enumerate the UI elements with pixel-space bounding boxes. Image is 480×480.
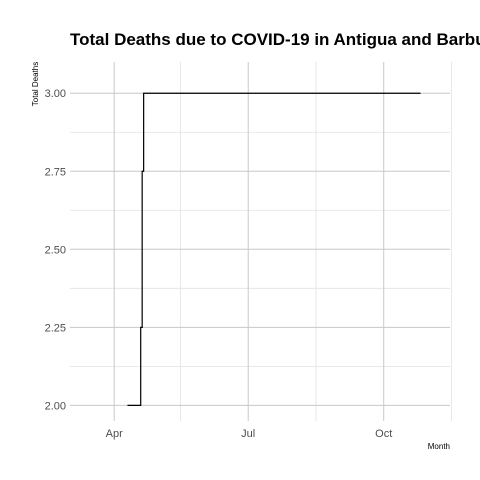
y-tick-label: 2.25 (45, 322, 66, 334)
y-tick-label: 3.00 (45, 88, 66, 100)
y-tick-label: 2.00 (45, 400, 66, 412)
x-axis-title: Month (428, 442, 450, 451)
series-line (127, 92, 421, 406)
x-tick-labels: Apr Jul Oct (106, 428, 393, 440)
grid (70, 62, 452, 421)
x-tick-label: Oct (375, 428, 392, 440)
y-tick-label: 2.75 (45, 166, 66, 178)
x-tick-label: Apr (106, 428, 123, 440)
x-tick-label: Jul (241, 428, 255, 440)
y-axis-title: Total Deaths (31, 62, 40, 106)
y-tick-labels: 2.00 2.25 2.50 2.75 3.00 (45, 88, 66, 412)
y-tick-label: 2.50 (45, 244, 66, 256)
chart-title: Total Deaths due to COVID-19 in Antigua … (70, 30, 480, 49)
series-layer (127, 92, 421, 406)
